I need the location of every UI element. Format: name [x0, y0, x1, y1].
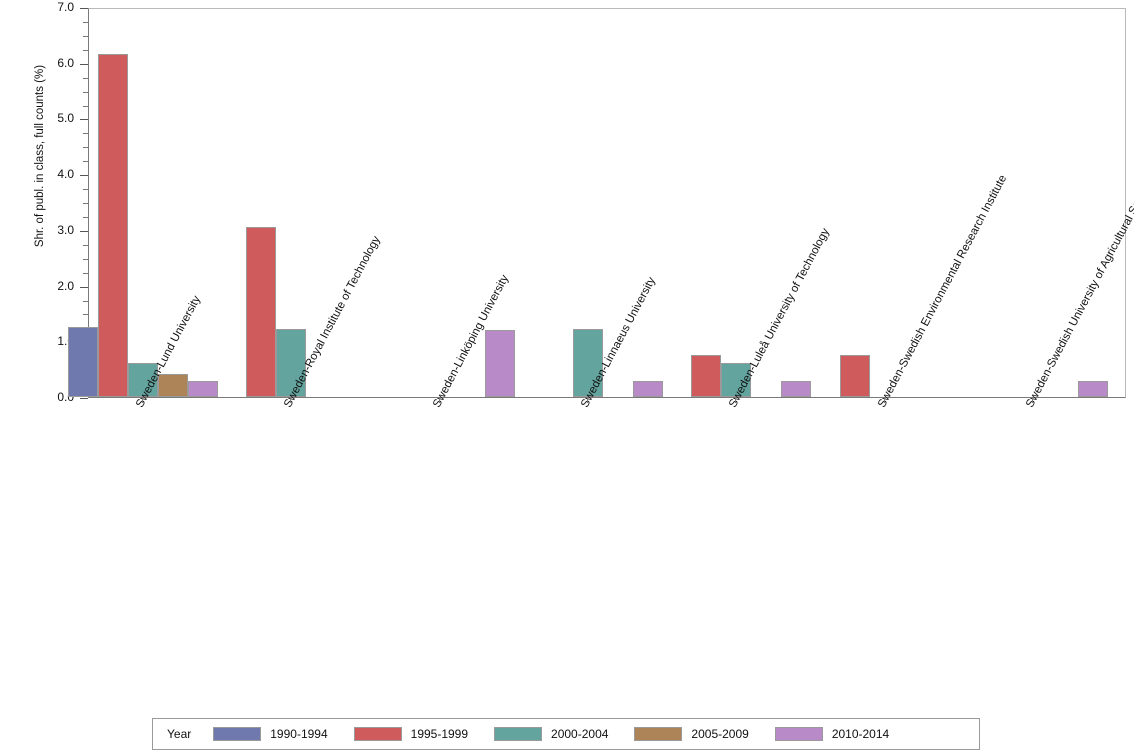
y-axis-minor-tick	[83, 77, 88, 79]
y-axis-tick-label: 1.0	[57, 334, 74, 349]
legend-item[interactable]: 2000-2004	[494, 727, 608, 741]
y-axis-tick	[80, 230, 88, 232]
y-axis-tick	[80, 119, 88, 121]
legend-item[interactable]: 1990-1994	[213, 727, 328, 741]
legend-swatch	[213, 727, 262, 741]
bar[interactable]	[276, 329, 307, 397]
bar[interactable]	[188, 381, 219, 397]
y-axis-tick-label: 4.0	[57, 167, 74, 182]
legend-items: 1990-1994 1995-1999 2000-2004 2005-2009 2010…	[213, 727, 915, 741]
legend-swatch	[774, 727, 823, 741]
y-axis-minor-tick	[83, 314, 88, 316]
y-axis-tick	[80, 286, 88, 288]
y-axis-minor-tick	[83, 272, 88, 274]
y-axis-tick	[80, 175, 88, 177]
legend: Year 1990-1994 1995-1999 2000-2004 2005-200…	[152, 718, 980, 750]
bar[interactable]	[781, 381, 812, 397]
y-axis-tick-label: 0.0	[57, 390, 74, 404]
legend-item[interactable]: 1995-1999	[353, 727, 469, 741]
y-axis-minor-tick	[83, 161, 88, 163]
x-axis-tick	[438, 398, 440, 403]
y-axis-minor-tick	[83, 244, 88, 246]
y-axis-tick-label: 3.0	[57, 222, 74, 237]
x-axis-tick	[883, 398, 885, 403]
x-axis-tick	[1031, 398, 1033, 403]
legend-item-label: 1990-1994	[270, 727, 328, 741]
legend-item-label: 2005-2009	[691, 727, 749, 741]
bar[interactable]	[1077, 381, 1108, 397]
legend-swatch	[353, 727, 402, 741]
bar[interactable]	[691, 355, 722, 397]
y-axis-tick-label: 6.0	[57, 55, 74, 70]
legend-swatch	[634, 727, 683, 741]
bar[interactable]	[128, 363, 159, 397]
y-axis-minor-tick	[83, 216, 88, 218]
legend-item[interactable]: 2005-2009	[634, 727, 749, 741]
x-axis-tick	[735, 398, 737, 403]
y-axis-tick-label: 2.0	[57, 278, 74, 293]
bar[interactable]	[633, 381, 663, 397]
y-axis-minor-tick	[83, 49, 88, 51]
legend-item-label: 2010-2014	[831, 727, 890, 741]
y-axis-tick	[80, 398, 88, 399]
y-axis-minor-tick	[83, 91, 88, 93]
bar[interactable]	[573, 329, 603, 397]
legend-title: Year	[167, 727, 192, 741]
plot-area	[68, 8, 1126, 398]
bar[interactable]	[68, 326, 99, 397]
y-axis-minor-tick	[83, 105, 88, 107]
y-axis-minor-tick	[83, 203, 88, 204]
bar[interactable]	[246, 226, 277, 397]
y-axis-minor-tick	[83, 147, 88, 149]
y-axis-tick	[80, 63, 88, 65]
x-axis-tick	[290, 398, 292, 403]
y-axis-tick	[80, 8, 88, 9]
y-axis-minor-tick	[83, 21, 88, 23]
y-axis-tick-label: 5.0	[57, 111, 74, 126]
y-axis-minor-tick	[83, 189, 88, 191]
bar[interactable]	[98, 54, 129, 397]
y-axis-tick-label: 7.0	[57, 0, 74, 14]
y-axis-minor-tick	[83, 35, 88, 37]
bar[interactable]	[158, 374, 189, 397]
y-axis-minor-tick	[83, 300, 88, 302]
bars-layer	[68, 9, 1125, 397]
legend-item-label: 1995-1999	[410, 727, 469, 741]
legend-swatch	[494, 727, 543, 741]
x-axis-tick	[142, 398, 144, 403]
bar[interactable]	[484, 329, 515, 397]
bar[interactable]	[839, 355, 870, 397]
y-axis-minor-tick	[83, 133, 88, 135]
y-axis-minor-tick	[83, 258, 88, 260]
legend-item-label: 2000-2004	[551, 727, 609, 741]
legend-item[interactable]: 2010-2014	[774, 727, 890, 741]
x-axis-tick	[587, 398, 588, 403]
bar[interactable]	[721, 363, 752, 397]
